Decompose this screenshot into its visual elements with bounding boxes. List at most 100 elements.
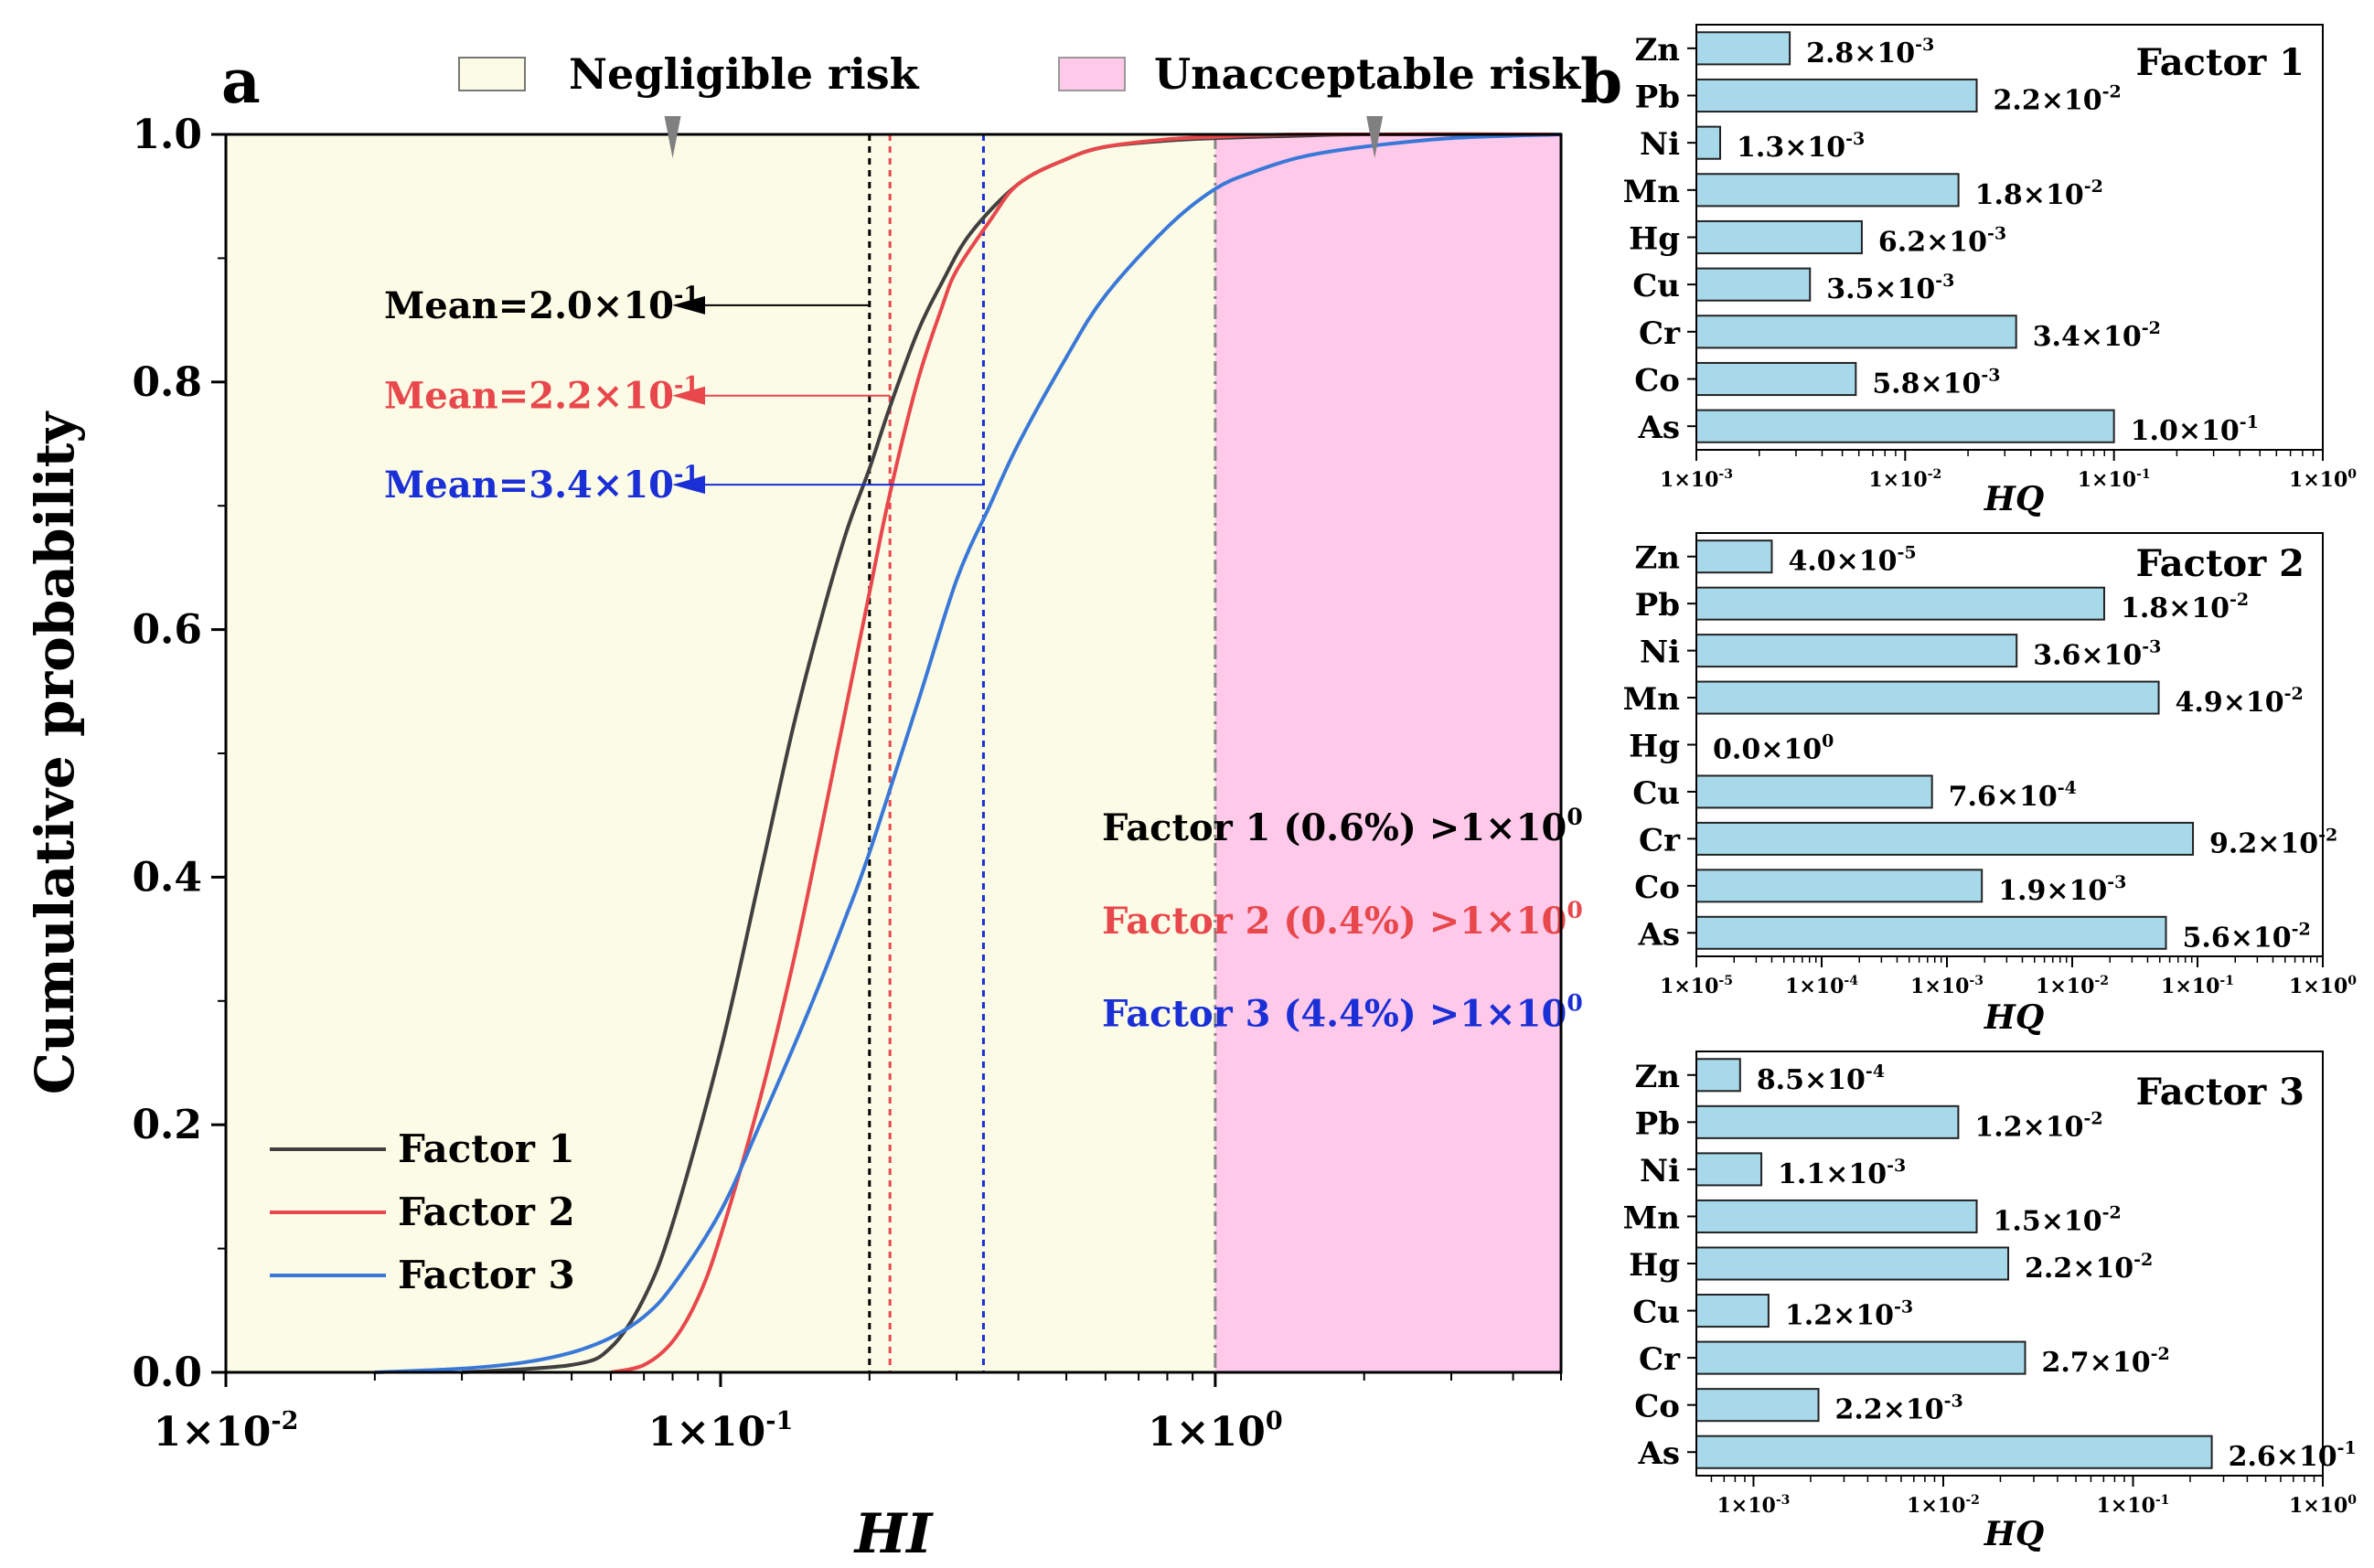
x-tick-label: 1×10-2 [1868, 467, 1941, 492]
hq-bar-pb [1695, 78, 1978, 113]
y-axis-label: Cumulative probability [24, 411, 86, 1094]
subplot-title: Factor 2 [2136, 542, 2304, 585]
x-tick-label: 1×10-2 [2036, 974, 2109, 998]
panel-a-label: a [221, 46, 261, 117]
hq-bar-cu [1695, 774, 1933, 809]
exceed-annotation-factor-1: Factor 1 (0.6%) >1×100 [1102, 804, 1583, 849]
value-label-hg: 0.0×100 [1713, 731, 1834, 766]
category-label-ni: Ni [1640, 126, 1680, 163]
category-label-pb: Pb [1635, 587, 1680, 624]
hq-bar-cr [1695, 1340, 2026, 1375]
unacceptable-legend-label: Unacceptable risk [1154, 49, 1581, 99]
value-label-zn: 4.0×10-5 [1788, 543, 1916, 578]
category-label-as: As [1637, 1435, 1680, 1472]
mean-label-factor-2: Mean=2.2×10-1 [384, 372, 700, 418]
x-tick-label: 1×10-2 [154, 1407, 299, 1456]
x-tick-label: 1×100 [1148, 1407, 1283, 1456]
hq-bar-as [1695, 915, 2167, 950]
category-label-pb: Pb [1635, 1105, 1680, 1142]
category-label-cu: Cu [1632, 1295, 1680, 1331]
hq-bar-pb [1695, 1104, 1960, 1139]
hq-panel-factor-1: Zn 2.8×10-3 Pb 2.2×10-2 Ni 1.3×10-3 Mn 1.8×10-2… [1623, 24, 2357, 518]
panel-b-label: b [1580, 46, 1622, 117]
legend-label-factor-3: Factor 3 [398, 1253, 575, 1297]
y-tick-label: 0.0 [132, 1349, 202, 1396]
hq-bar-cr [1695, 315, 2017, 349]
x-tick-label: 1×10-1 [2161, 974, 2234, 998]
value-label-cr: 3.4×10-2 [2033, 318, 2161, 353]
hq-panel-factor-2: Zn 4.0×10-5 Pb 1.8×10-2 Ni 3.6×10-3 Mn 4.9×10-2… [1623, 532, 2357, 1037]
hq-bar-zn [1695, 1058, 1741, 1093]
value-label-as: 2.6×10-1 [2229, 1438, 2357, 1473]
category-label-hg: Hg [1629, 729, 1680, 765]
y-tick-label: 0.6 [132, 607, 202, 654]
category-label-cr: Cr [1639, 822, 1681, 859]
category-label-hg: Hg [1629, 221, 1680, 258]
hq-bar-hg [1695, 219, 1863, 255]
category-label-as: As [1637, 410, 1680, 446]
category-label-as: As [1637, 916, 1680, 953]
value-label-mn: 1.5×10-2 [1994, 1202, 2122, 1237]
hq-bar-as [1695, 1435, 2213, 1469]
value-label-co: 1.9×10-3 [1998, 872, 2126, 907]
x-tick-label: 1×10-1 [2097, 1493, 2170, 1518]
subplot-title: Factor 3 [2136, 1071, 2304, 1114]
category-label-mn: Mn [1623, 681, 1680, 718]
hq-panel-factor-3: Zn 8.5×10-4 Pb 1.2×10-2 Ni 1.1×10-3 Mn 1.5×10-2… [1623, 1051, 2357, 1553]
negligible-legend-label: Negligible risk [569, 49, 920, 99]
x-axis-label: HI [853, 1502, 935, 1566]
category-label-hg: Hg [1629, 1247, 1680, 1284]
mean-arrow-head-2 [672, 386, 705, 405]
category-label-cu: Cu [1632, 268, 1680, 304]
category-label-ni: Ni [1640, 1153, 1680, 1189]
risk-marker-2 [1366, 116, 1384, 158]
x-tick-label: 1×100 [2289, 467, 2357, 492]
unacceptable-region [1214, 134, 1561, 1372]
negligible-region [226, 134, 1215, 1372]
hq-bar-co [1695, 361, 1857, 397]
x-tick-label: 1×10-5 [1660, 974, 1733, 998]
negligible-swatch [458, 57, 526, 91]
value-label-co: 5.8×10-3 [1872, 366, 2000, 400]
category-label-co: Co [1634, 869, 1680, 906]
category-label-mn: Mn [1623, 1200, 1680, 1236]
value-label-hg: 2.2×10-2 [2025, 1250, 2153, 1285]
value-label-zn: 8.5×10-4 [1757, 1061, 1885, 1096]
hq-bar-zn [1695, 31, 1791, 66]
mean-label-factor-3: Mean=3.4×10-1 [384, 461, 700, 507]
value-label-cr: 2.7×10-2 [2041, 1344, 2169, 1379]
y-tick-label: 0.4 [132, 854, 202, 901]
x-tick-label: 1×10-1 [648, 1407, 794, 1456]
value-label-co: 2.2×10-3 [1835, 1392, 1963, 1426]
x-tick-label: 1×10-3 [1910, 974, 1984, 998]
hq-bar-as [1695, 409, 2115, 443]
value-label-hg: 6.2×10-3 [1878, 224, 2006, 259]
value-label-pb: 2.2×10-2 [1994, 82, 2122, 117]
x-axis-label: HQ [1984, 480, 2044, 518]
hq-bar-ni [1695, 1152, 1763, 1187]
value-label-mn: 4.9×10-2 [2176, 684, 2304, 719]
legend-label-factor-2: Factor 2 [398, 1189, 575, 1234]
hq-bar-ni [1695, 634, 2018, 668]
value-label-cu: 7.6×10-4 [1949, 778, 2077, 813]
series-line-factor-3 [374, 133, 1562, 1374]
subplot-frame [1695, 1051, 2324, 1477]
category-label-cr: Cr [1639, 315, 1681, 352]
hq-bar-mn [1695, 173, 1960, 208]
x-axis-label: HQ [1984, 1515, 2044, 1553]
x-tick-label: 1×10-4 [1785, 974, 1858, 998]
cdf-plot: Mean=2.0×10-1Mean=2.2×10-1Mean=3.4×10-1 … [24, 112, 1583, 1566]
legend-label-factor-1: Factor 1 [398, 1126, 575, 1171]
hq-bar-cr [1695, 821, 2195, 856]
category-label-co: Co [1634, 363, 1680, 400]
value-label-ni: 3.6×10-3 [2033, 637, 2161, 672]
x-tick-label: 1×10-2 [1907, 1493, 1980, 1518]
mean-arrow-head-3 [672, 475, 705, 495]
value-label-mn: 1.8×10-2 [1975, 176, 2103, 211]
hq-bar-co [1695, 869, 1984, 903]
mean-arrow-head-1 [672, 295, 705, 315]
y-tick-label: 1.0 [132, 112, 202, 158]
category-label-zn: Zn [1634, 1059, 1680, 1095]
x-tick-label: 1×100 [2289, 1493, 2357, 1518]
